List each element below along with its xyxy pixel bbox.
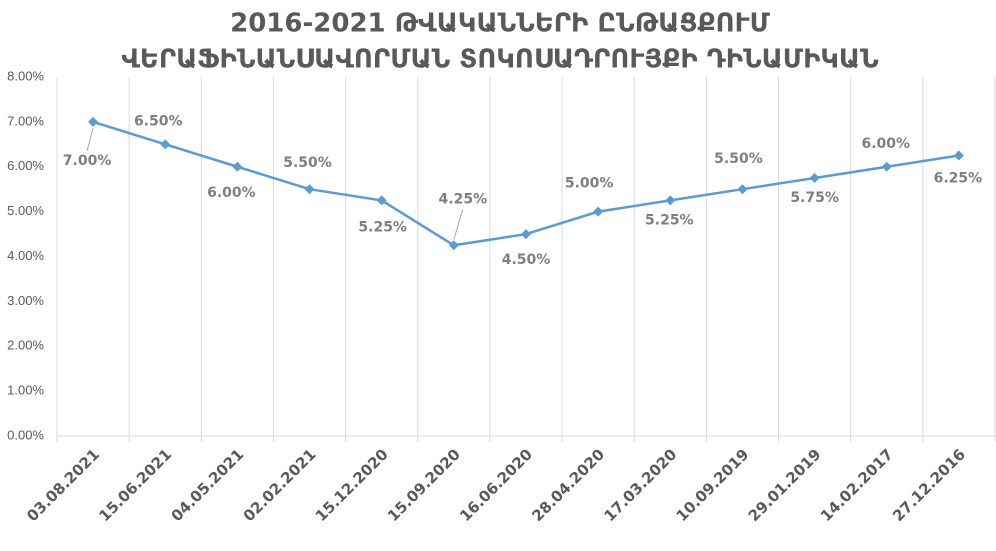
y-tick-label: 8.00% — [7, 68, 44, 83]
x-tick-label: 04.05.2021 — [168, 445, 248, 525]
x-tick-label: 02.02.2021 — [240, 445, 320, 525]
y-tick-label: 4.00% — [7, 248, 44, 263]
x-tick-label: 15.12.2020 — [312, 445, 392, 525]
data-label: 6.00% — [207, 185, 256, 201]
x-tick-label: 14.02.2017 — [817, 445, 897, 525]
marker — [160, 139, 171, 150]
data-label: 5.25% — [358, 219, 407, 235]
y-tick-label: 5.00% — [7, 203, 44, 218]
series-line — [92, 120, 960, 247]
chart-title: 2016-2021 ԹՎԱԿԱՆՆԵՐԻ ԸՆԹԱՑՔՈՒՄ — [230, 9, 770, 39]
data-label: 4.25% — [439, 191, 488, 207]
y-tick-label: 0.00% — [7, 427, 44, 442]
data-label: 5.50% — [714, 151, 763, 167]
data-label: 5.75% — [790, 190, 839, 206]
y-tick-label: 1.00% — [7, 383, 44, 398]
data-label: 5.00% — [565, 176, 614, 192]
marker — [665, 195, 676, 206]
x-tick-label: 28.04.2020 — [528, 445, 608, 525]
leader-line — [453, 209, 464, 240]
x-tick-label: 16.06.2020 — [456, 445, 536, 525]
x-tick-label: 29.01.2019 — [745, 445, 825, 525]
x-tick-label: 15.09.2020 — [384, 445, 464, 525]
x-tick-label: 17.03.2020 — [600, 445, 680, 525]
marker — [88, 116, 99, 127]
marker — [737, 184, 748, 195]
marker — [953, 150, 964, 161]
data-label: 5.50% — [283, 155, 332, 171]
y-tick-label: 3.00% — [7, 293, 44, 308]
y-tick-label: 6.00% — [7, 158, 44, 173]
marker — [376, 195, 387, 206]
x-tick-label: 03.08.2021 — [23, 445, 103, 525]
data-label: 6.25% — [934, 171, 983, 187]
marker — [593, 206, 604, 217]
marker — [809, 172, 820, 183]
marker — [304, 184, 315, 195]
data-label: 4.50% — [502, 252, 551, 268]
marker — [881, 161, 892, 172]
marker — [448, 240, 459, 251]
y-tick-label: 7.00% — [7, 113, 44, 128]
leader-line — [86, 127, 94, 152]
data-label: 5.25% — [645, 212, 694, 228]
chart-title: ՎԵՐԱՖԻՆԱՆՍԱՎՈՐՄԱՆ ՏՈԿՈՍԱԴՐՈՒՅՔԻ ԴԻՆԱՄԻԿԱ… — [121, 45, 879, 75]
y-tick-label: 2.00% — [7, 338, 44, 353]
data-label: 6.00% — [861, 136, 910, 152]
data-label: 6.50% — [134, 113, 183, 129]
marker — [232, 161, 243, 172]
marker — [521, 229, 531, 240]
x-tick-label: 10.09.2019 — [673, 445, 753, 525]
data-label: 7.00% — [63, 153, 112, 169]
x-tick-label: 15.06.2021 — [95, 445, 175, 525]
x-tick-label: 27.12.2016 — [889, 445, 969, 525]
